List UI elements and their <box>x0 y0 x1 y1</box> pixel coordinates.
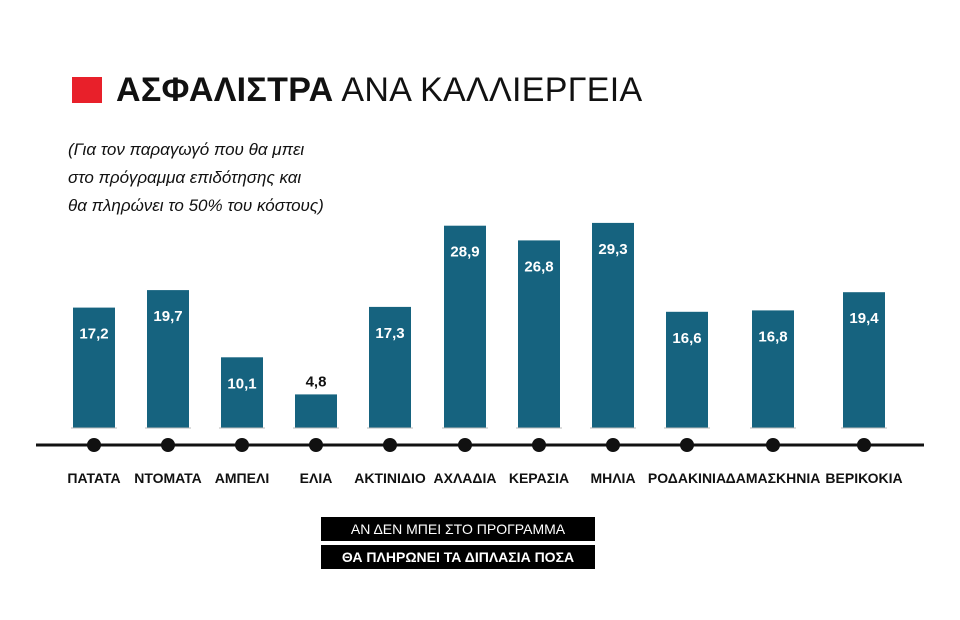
category-label: ΑΧΛΑΔΙΑ <box>434 470 497 486</box>
footer-note-1: ΑΝ ΔΕΝ ΜΠΕΙ ΣΤΟ ΠΡΟΓΡΑΜΜΑ <box>321 517 595 541</box>
category-label: ΑΚΤΙΝΙΔΙΟ <box>354 470 426 486</box>
category-label: ΔΑΜΑΣΚΗΝΙΑ <box>726 470 821 486</box>
bar <box>73 307 115 428</box>
data-label: 28,9 <box>450 244 479 261</box>
bar <box>369 306 411 428</box>
category-label: ΜΗΛΙΑ <box>590 470 635 486</box>
bar <box>592 222 634 428</box>
chart-subtitle: (Για τον παραγωγό που θα μπει στο πρόγρα… <box>68 136 368 220</box>
category-label: ΕΛΙΑ <box>300 470 333 486</box>
bar <box>221 357 263 428</box>
subtitle-line-2: στο πρόγραμμα επιδότησης και <box>68 168 302 187</box>
axis-dot <box>532 438 546 452</box>
data-label: 17,3 <box>375 325 404 342</box>
category-label: ΒΕΡΙΚΟΚΙΑ <box>825 470 902 486</box>
subtitle-line-1: (Για τον παραγωγό που θα μπει <box>68 140 305 159</box>
data-label: 17,2 <box>79 326 108 343</box>
bar <box>295 394 337 428</box>
axis-dot <box>235 438 249 452</box>
bar <box>444 225 486 428</box>
axis-dot <box>309 438 323 452</box>
axis-dot <box>766 438 780 452</box>
bar <box>666 311 708 428</box>
bar <box>843 292 885 428</box>
axis-dot <box>87 438 101 452</box>
data-label: 19,7 <box>153 308 182 325</box>
category-label: ΝΤΟΜΑΤΑ <box>134 470 202 486</box>
chart-title: ΑΣΦΑΛΙΣΤΡΑ ΑΝΑ ΚΑΛΛΙΕΡΓΕΙΑ <box>72 68 642 112</box>
title-red-square <box>72 77 102 103</box>
category-label: ΠΑΤΑΤΑ <box>67 470 120 486</box>
data-label: 29,3 <box>598 241 627 258</box>
bar <box>518 240 560 428</box>
footer-note-2: ΘΑ ΠΛΗΡΩΝΕΙ ΤΑ ΔΙΠΛΑΣΙΑ ΠΟΣΑ <box>321 545 595 569</box>
category-label: ΚΕΡΑΣΙΑ <box>509 470 569 486</box>
axis-dot <box>458 438 472 452</box>
data-label: 16,6 <box>672 330 701 347</box>
axis-dot <box>857 438 871 452</box>
axis-dot <box>383 438 397 452</box>
data-label: 19,4 <box>849 310 879 327</box>
axis-dot <box>680 438 694 452</box>
data-label: 10,1 <box>227 375 256 392</box>
title-text: ΑΣΦΑΛΙΣΤΡΑ ΑΝΑ ΚΑΛΛΙΕΡΓΕΙΑ <box>116 68 642 112</box>
data-label: 16,8 <box>758 328 787 345</box>
bar <box>147 290 189 428</box>
category-label: ΑΜΠΕΛΙ <box>215 470 269 486</box>
title-light-part: ΑΝΑ ΚΑΛΛΙΕΡΓΕΙΑ <box>341 71 643 109</box>
category-label: ΡΟΔΑΚΙΝΙΑ <box>648 470 726 486</box>
axis-dot <box>161 438 175 452</box>
data-label: 4,8 <box>306 373 327 390</box>
axis-dot <box>606 438 620 452</box>
subtitle-line-3: θα πληρώνει το 50% του κόστους) <box>68 196 324 215</box>
title-bold-part: ΑΣΦΑΛΙΣΤΡΑ <box>116 71 334 109</box>
data-label: 26,8 <box>524 258 553 275</box>
bar <box>752 310 794 428</box>
